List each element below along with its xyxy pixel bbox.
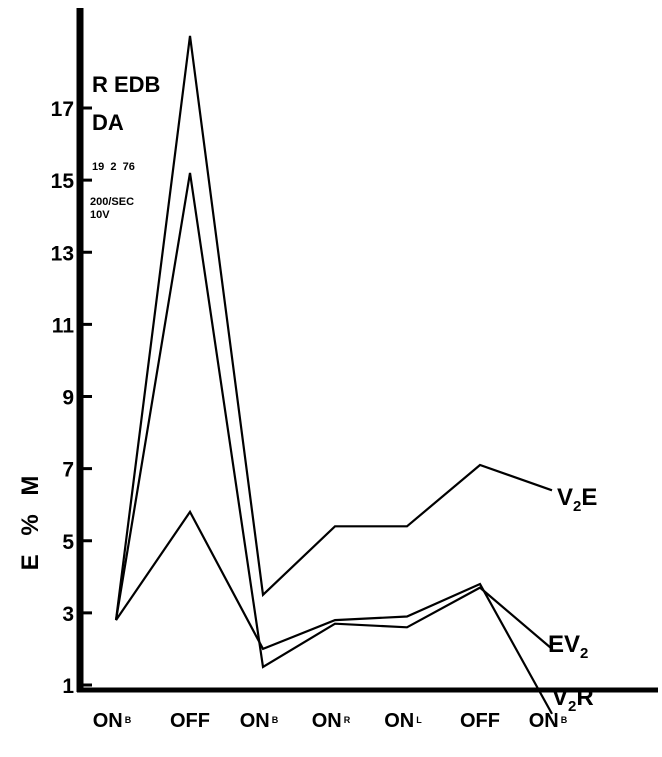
annotation-subject: R EDB [92, 72, 160, 97]
y-tick-label: 1 [62, 675, 74, 698]
x-tick-label: OFF [170, 710, 210, 732]
x-tick-label: ON L [384, 710, 422, 732]
annotation-rate: 200/SEC [90, 196, 134, 208]
y-tick-label: 7 [62, 459, 74, 482]
series-label-ev2: EV2 [548, 631, 588, 662]
series-lines [114, 35, 553, 715]
x-tick-label: ON R [312, 710, 351, 732]
y-tick-label: 5 [62, 531, 74, 554]
series-line-v2e [114, 35, 553, 621]
annotation-condition: DA [92, 110, 124, 135]
x-tick-label: ON B [93, 710, 132, 732]
series-line-ev2 [114, 172, 553, 669]
annotation-date: 19 2 76 [92, 161, 135, 173]
annotation-voltage: 10V [90, 209, 110, 221]
series-label-v2e: V2E [557, 484, 597, 515]
x-tick-label: OFF [460, 710, 500, 732]
y-tick-label: 11 [52, 314, 75, 337]
y-tick-label: 17 [51, 98, 74, 121]
y-tick-label: 3 [62, 603, 74, 626]
x-tick-label: ON B [529, 710, 568, 732]
y-tick-label: 15 [51, 170, 75, 193]
y-tick-label: 9 [62, 387, 74, 410]
y-axis-label: E % M [17, 470, 44, 571]
x-tick-label: ON B [240, 710, 279, 732]
y-tick-label: 13 [51, 242, 74, 265]
series-line-v2r [115, 509, 553, 715]
x-tick-labels: ON B OFF ON B ON R ON L OFF ON B [93, 710, 568, 732]
